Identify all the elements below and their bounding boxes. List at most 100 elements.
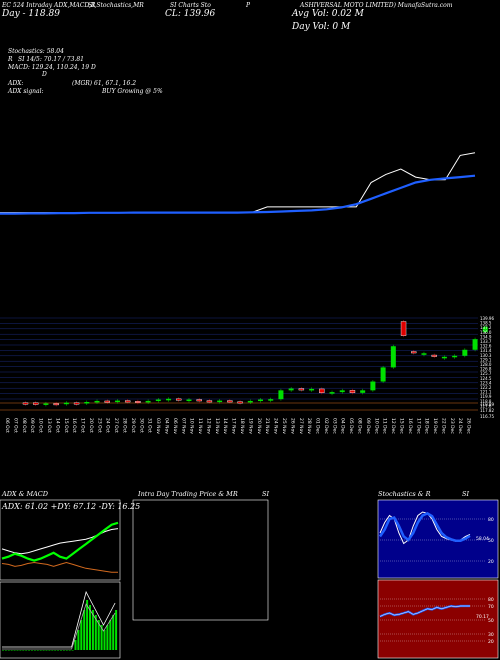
macd-bar [115,610,118,650]
macd-bar [74,640,77,650]
candle [329,392,335,394]
date-label: 26 Dec [466,418,472,434]
candle [73,402,80,405]
date-label: 24 Dec [457,418,463,434]
date-label: 15 Dec [399,418,405,434]
date-label: 27 Oct [113,418,119,433]
date-label: 11 Nov [197,418,203,434]
price-label: 122.2 [480,385,492,390]
price-label: 117.6 [480,403,492,408]
macd-bar [28,650,31,651]
candle [411,351,417,354]
date-label: 11 Dec [382,418,388,434]
candle [452,355,458,358]
stoch-level-label: 20 [488,559,494,565]
candle [176,398,182,401]
candle [124,400,131,403]
stochastics-title: Stochastics & R [378,490,431,498]
price-label: 125.7 [480,371,492,376]
macd-sub: D [42,71,47,78]
adx-values: (MGR) 61, 67.1, 16.2 [72,80,137,87]
adx-lines [1,521,119,573]
adx-signal-value: BUY Growing @ 5% [102,88,163,95]
candle [114,400,120,403]
header-company: ASHIVERSAL MOTO LIMITED) MunafaSutra.com [300,2,453,9]
date-label: 16 Oct [71,418,77,433]
date-label: 08 Oct [21,418,27,433]
macd-bar [31,650,33,651]
candle [319,388,325,394]
stoch-value-label: 58.04 [476,536,489,542]
price-label: 131.4 [480,348,492,353]
candle [237,401,243,404]
date-label: 04 Nov [164,418,170,434]
candle [53,403,59,406]
candle [217,400,223,403]
price-label: 134.9 [480,334,492,339]
macd-bar [51,650,54,651]
adx-series-line [1,561,118,573]
candle [462,349,468,356]
stochastics-lines: 80 50 20 58.04 [378,511,494,565]
date-label: 17 Dec [415,418,421,434]
price-label: 121.1 [480,390,492,395]
date-label: 30 Oct [138,418,144,433]
avg-volume: Avg Vol: 0.02 M [292,9,364,19]
price-label: 124.5 [480,376,492,381]
adx-macd-title: ADX & MACD [2,490,48,498]
rsi-readout: SI 14/5: 70.17 / 73.81 [18,56,84,63]
macd-bar [112,615,115,650]
price-label: 132.6 [480,344,492,349]
candle [298,388,305,391]
rsi-level-label: 20 [488,639,494,645]
macd-bar [7,650,10,651]
date-label: 10 Dec [373,418,379,434]
date-label: 06 Nov [172,418,178,434]
price-label: 118.8 [480,399,492,404]
macd-bar [91,610,94,650]
stochastics-readout: Stochastics: 58.04 [8,48,64,55]
macd-bar [80,620,83,650]
candle [104,400,110,403]
ema-line [0,174,476,215]
candle [370,381,376,391]
adx-panel-readout: ADX: 61.02 +DY: 67.12 -DY: 16.25 [2,502,141,511]
candle [380,367,386,382]
price-label: 126.8 [480,367,492,372]
date-label: 12 Dec [390,418,396,434]
price-label: 119.9 [480,394,492,399]
rsi-value-label: 70.17 [476,614,489,620]
date-label: 01 Dec [315,418,321,434]
date-label: 07 Nov [180,418,186,434]
macd-bar [68,650,71,651]
date-label: 28 Nov [306,418,312,434]
price-axis-labels: 139.96138.5137.2136.0134.9133.7132.6131.… [480,316,494,419]
rsi-panel [377,579,499,659]
date-label: 09 Oct [29,418,35,433]
macd-bar [106,625,109,650]
macd-bar [54,650,57,651]
stoch-line [378,511,471,542]
rsi-level-label: 50 [488,618,494,624]
date-label: 20 Oct [88,418,94,433]
adx-signal-label: ADX signal: [8,88,44,95]
date-label: 28 Oct [122,418,128,433]
macd-bar [22,650,25,651]
candle [431,354,437,357]
macd-histogram [2,590,118,651]
candle [135,401,141,403]
adx-label: ADX: [8,80,24,87]
date-label: 29 Oct [130,418,136,433]
date-label: 18 Nov [239,418,245,434]
macd-bar [2,650,4,651]
day-change: Day - 118.89 [2,9,60,19]
candle [349,390,356,394]
date-label: 13 Oct [46,418,52,433]
rsi-prefix: R [8,56,13,63]
date-label: 10 Nov [189,418,195,434]
adx-series-line [1,521,119,562]
candle [288,388,294,391]
macd-bar [4,650,7,651]
date-label: 20 Nov [256,418,262,434]
